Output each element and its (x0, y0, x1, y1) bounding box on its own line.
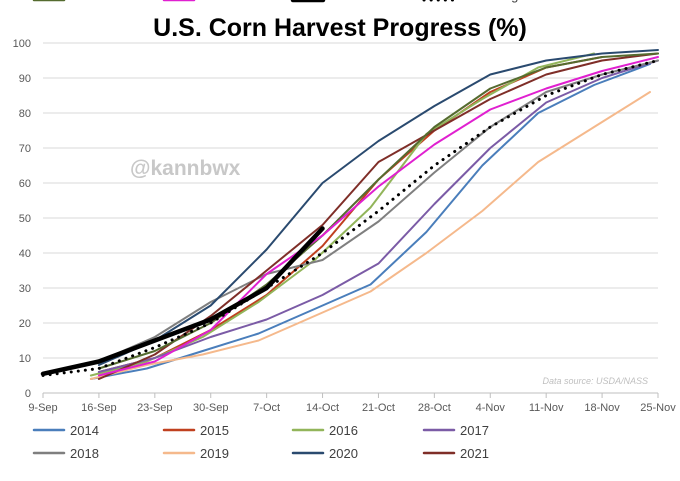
x-tick-label: 25-Nov (640, 402, 676, 414)
x-tick-label: 28-Oct (418, 402, 451, 414)
series-line-2023 (97, 56, 659, 377)
legend-label: 2019 (200, 446, 229, 461)
legend-label: 2015 (200, 423, 229, 438)
legend-label: 2017 (460, 423, 489, 438)
series-lines (40, 49, 660, 380)
legend-label: 2014 (70, 423, 99, 438)
y-tick-label: 70 (19, 143, 31, 155)
legend-label: 2024 (329, 0, 358, 3)
y-tick-label: 40 (19, 248, 31, 260)
x-tick-label: 4-Nov (476, 402, 506, 414)
legend-label: 2022 (70, 0, 99, 3)
x-tick-label: 21-Oct (362, 402, 395, 414)
y-tick-label: 100 (13, 38, 31, 50)
legend: 2014 2015 2016 2017 2018 2019 2020 2021 2022 2023… (32, 0, 518, 461)
x-tick-label: 7-Oct (253, 402, 280, 414)
series-line-2019 (89, 91, 651, 380)
watermark-text: @kannbwx (130, 157, 241, 180)
x-tick-label: 18-Nov (584, 402, 620, 414)
legend-label: 19-23 Avg (460, 0, 518, 3)
series-line-2020 (97, 49, 659, 366)
x-tick-label: 16-Sep (81, 402, 116, 414)
series-line-2017 (97, 59, 659, 373)
series-line-2014 (89, 63, 651, 380)
legend-label: 2016 (329, 423, 358, 438)
x-tick-label: 11-Nov (529, 402, 564, 414)
series-line-2022 (97, 52, 659, 370)
legend-label: 2018 (70, 446, 99, 461)
legend-label: 2023 (200, 0, 229, 3)
axes: 0 10 20 30 40 50 60 70 80 90 100 9-Sep 16-Sep 23-Sep 3… (13, 38, 677, 414)
series-line-2024 (40, 226, 325, 377)
y-tick-label: 80 (19, 108, 31, 120)
y-tick-label: 10 (19, 353, 31, 365)
x-tick-label: 30-Sep (193, 402, 228, 414)
y-tick-label: 60 (19, 178, 31, 190)
grid (43, 42, 658, 359)
series-line-19-23-avg (41, 59, 660, 377)
y-tick-label: 90 (19, 73, 31, 85)
y-tick-label: 50 (19, 213, 31, 225)
x-tick-label: 14-Oct (306, 402, 339, 414)
chart-title: U.S. Corn Harvest Progress (%) (153, 14, 527, 42)
x-tick-label: 23-Sep (137, 402, 172, 414)
source-note: Data source: USDA/NASS (542, 376, 648, 386)
series-line-2018 (97, 59, 659, 363)
legend-label: 2020 (329, 446, 358, 461)
y-tick-label: 20 (19, 318, 31, 330)
y-tick-label: 0 (25, 388, 31, 400)
legend-label: 2021 (460, 446, 489, 461)
y-tick-label: 30 (19, 283, 31, 295)
x-tick-label: 9-Sep (28, 402, 57, 414)
